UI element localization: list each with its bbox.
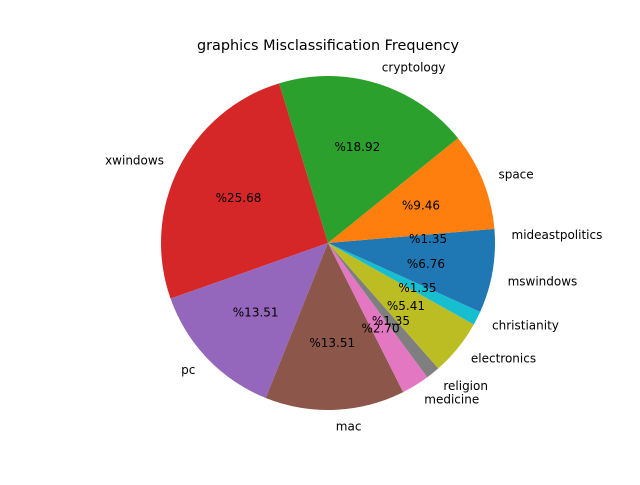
category-label-mac: mac [336, 420, 362, 434]
category-label-xwindows: xwindows [105, 153, 164, 167]
category-label-electronics: electronics [471, 351, 536, 365]
pct-label-medicine: %2.70 [361, 321, 399, 335]
pct-label-christianity: %1.35 [398, 281, 436, 295]
pct-label-pc: %13.51 [233, 305, 279, 319]
pie-slice-medicine [328, 243, 428, 393]
category-label-religion: religion [443, 379, 488, 393]
category-label-cryptology: cryptology [382, 60, 446, 74]
pct-label-xwindows: %25.68 [216, 191, 262, 205]
pct-label-mideastpolitics: %1.35 [409, 232, 447, 246]
percentage-labels: %1.35 %9.46 %18.92 %25.68 %13.51 %13.51 %2.70%… [216, 140, 448, 350]
category-label-pc: pc [181, 363, 195, 377]
category-labels: mideastpolitics space cryptology xwindows pc… [105, 60, 602, 433]
pie-slice-christianity [328, 243, 481, 325]
category-label-christianity: christianity [492, 319, 559, 333]
pie-slice-pc [170, 243, 328, 398]
pie-slices [161, 75, 495, 410]
pie-slice-mideastpolitics [328, 228, 495, 243]
pie-slice-mswindows [328, 243, 495, 312]
category-label-space: space [498, 168, 533, 182]
pct-label-cryptology: %18.92 [334, 140, 380, 154]
pct-label-mswindows: %6.76 [407, 257, 445, 271]
pct-label-electronics: %5.41 [387, 299, 425, 313]
category-label-mideastpolitics: mideastpolitics [512, 228, 603, 242]
pie-slice-space [328, 138, 495, 243]
pie-slice-electronics [328, 243, 474, 369]
pie-slice-mac [265, 243, 404, 410]
category-label-medicine: medicine [424, 392, 479, 406]
chart-title: graphics Misclassification Frequency [197, 38, 460, 54]
pct-label-religion: %1.35 [372, 314, 410, 328]
pie-slice-religion [328, 243, 439, 378]
pie-slice-xwindows [161, 83, 328, 299]
pct-label-mac: %13.51 [309, 336, 355, 350]
pct-label-space: %9.46 [402, 199, 440, 213]
category-label-mswindows: mswindows [508, 275, 578, 289]
pie-slice-cryptology [279, 75, 458, 244]
